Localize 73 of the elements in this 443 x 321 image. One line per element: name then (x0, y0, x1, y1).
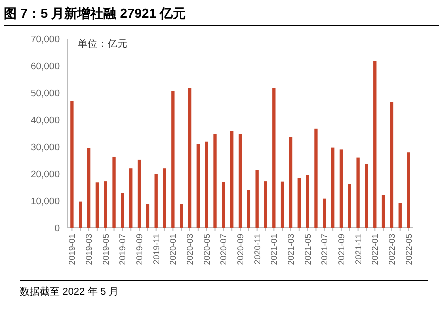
bar (382, 195, 386, 228)
bar (306, 175, 310, 228)
x-tick-label: 2022-05 (404, 234, 414, 266)
bar (96, 182, 100, 228)
x-tick-label: 2021-01 (269, 234, 280, 266)
bar (205, 142, 208, 228)
x-tick-label: 2022-03 (386, 234, 397, 266)
bar (298, 178, 301, 228)
x-tick-label: 2019-01 (67, 234, 78, 266)
y-tick-label: 0 (54, 224, 60, 234)
x-tick-label: 2020-05 (202, 234, 212, 266)
x-tick-label: 2019-03 (84, 234, 94, 266)
x-tick-label: 2022-01 (370, 234, 380, 266)
bar (272, 88, 276, 228)
bar (70, 101, 74, 228)
x-tick-label: 2020-01 (168, 234, 178, 266)
bar (172, 91, 175, 228)
x-tick-label: 2019-11 (151, 234, 162, 265)
bar (314, 128, 318, 228)
bar (323, 198, 326, 228)
bar (264, 182, 268, 228)
bar (356, 158, 360, 228)
bar (180, 204, 184, 228)
x-tick-label: 2020-11 (252, 234, 262, 265)
bar (163, 168, 166, 228)
chart-title: 图 7：5 月新增社融 27921 亿元 (4, 6, 186, 21)
y-tick-label: 10,000 (30, 196, 60, 208)
bar (374, 61, 377, 228)
x-tick-label: 2020-09 (236, 234, 246, 266)
bar (222, 182, 226, 228)
bar (112, 156, 116, 228)
x-tick-label: 2021-03 (286, 234, 296, 266)
bar (238, 134, 242, 228)
y-tick-label: 30,000 (30, 142, 60, 154)
bar (87, 148, 91, 228)
bar (121, 193, 124, 228)
text: 数据截至 2022 年 5 月 (20, 286, 119, 298)
bar (138, 160, 142, 228)
x-tick-label: 2020-03 (185, 234, 196, 266)
annotation: 单位：亿元 (78, 38, 128, 50)
bar (398, 203, 402, 228)
bar (130, 168, 133, 228)
bar (365, 164, 368, 228)
bar (247, 190, 251, 228)
bar (104, 182, 108, 228)
y-tick-label: 60,000 (30, 62, 60, 72)
x-tick-label: 2021-07 (320, 234, 330, 266)
bar (146, 204, 150, 228)
x-tick-label: 2021-05 (302, 234, 313, 266)
y-tick-label: 70,000 (30, 34, 60, 46)
bar (407, 152, 410, 228)
x-tick-label: 2019-07 (118, 234, 128, 266)
bar (390, 102, 394, 228)
bar (79, 202, 82, 228)
bar (230, 131, 234, 228)
bar (196, 144, 200, 228)
x-tick-label: 2020-07 (218, 234, 229, 266)
x-tick-label: 2019-09 (134, 234, 145, 266)
x-tick-label: 2021-09 (336, 234, 346, 266)
y-tick-label: 40,000 (30, 116, 60, 126)
bar (154, 174, 158, 228)
bar (331, 148, 335, 228)
bar (280, 182, 284, 228)
x-tick-label: 2021-11 (353, 234, 364, 265)
bar (214, 134, 217, 228)
x-tick-label: 2019-05 (100, 234, 111, 266)
y-tick-label: 20,000 (30, 170, 60, 180)
bar (188, 88, 192, 228)
bar (256, 170, 259, 228)
bar (348, 184, 352, 228)
bar (289, 137, 293, 228)
y-tick-label: 50,000 (30, 88, 60, 100)
bar (340, 150, 344, 228)
